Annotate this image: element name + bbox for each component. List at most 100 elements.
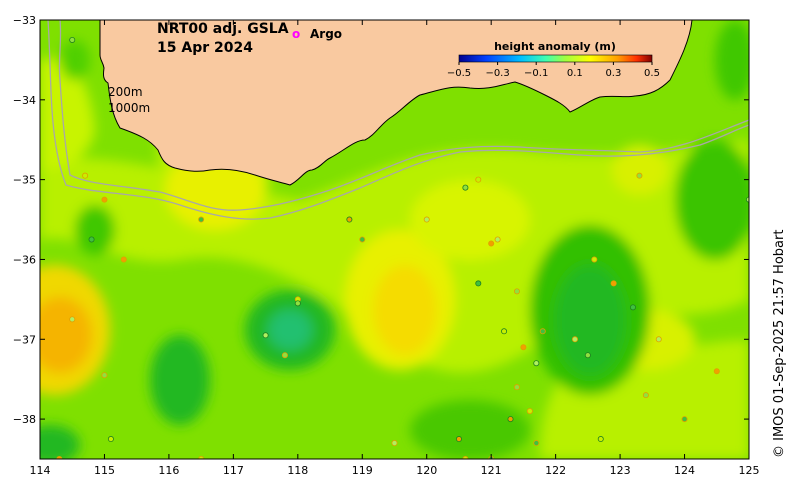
x-tick-label: 116 xyxy=(158,464,179,477)
colorbar-ticks: −0.5 −0.3 −0.1 0.1 0.3 0.5 xyxy=(447,62,660,79)
argo-float-marker xyxy=(642,392,649,399)
argo-float-marker xyxy=(636,172,643,179)
anomaly-field xyxy=(40,20,749,459)
argo-float-marker xyxy=(584,352,591,359)
colorbar-tick-label: 0.5 xyxy=(644,68,660,79)
y-tick-label: −33 xyxy=(13,14,36,27)
argo-float-marker xyxy=(101,372,108,379)
colorbar: height anomaly (m) −0.5 −0.3 −0.1 0.1 0.3 0.5 xyxy=(447,40,660,79)
x-tick-label: 124 xyxy=(674,464,695,477)
y-tick-label: −38 xyxy=(13,413,36,426)
anomaly-low-north-east xyxy=(715,20,749,100)
argo-float-marker xyxy=(681,416,688,423)
argo-float-marker xyxy=(88,236,95,243)
credit-text: © IMOS 01-Sep-2025 21:57 Hobart xyxy=(772,230,787,458)
argo-float-marker xyxy=(82,172,89,179)
colorbar-tick-label: −0.3 xyxy=(485,68,509,79)
argo-float-marker xyxy=(533,440,540,447)
argo-float-marker xyxy=(746,196,749,203)
y-axis: −33 −34 −35 −36 −37 −38 xyxy=(13,14,749,426)
anomaly-low-south-core xyxy=(268,310,312,350)
anomaly-low-west xyxy=(75,205,115,255)
argo-float-marker xyxy=(494,236,501,243)
x-tick-label: 117 xyxy=(223,464,244,477)
isobath-200m xyxy=(58,20,749,211)
anomaly-high-west-core xyxy=(40,297,92,373)
argo-float-marker xyxy=(262,332,269,339)
anomaly-band-light-3 xyxy=(540,340,749,459)
argo-float-marker xyxy=(526,408,533,415)
argo-float-marker xyxy=(462,184,469,191)
isobath-1000m xyxy=(47,20,749,220)
argo-float-marker xyxy=(475,176,482,183)
argo-float-marker xyxy=(455,436,462,443)
colorbar-tick-label: −0.1 xyxy=(524,68,548,79)
argo-float-marker xyxy=(571,336,578,343)
isobaths xyxy=(47,20,749,220)
y-tick-label: −36 xyxy=(13,253,36,266)
argo-float-marker xyxy=(281,352,288,359)
isobath-label-1000m: 1000m xyxy=(108,101,150,115)
map-title-line1: NRT00 adj. GSLA xyxy=(157,21,289,37)
plot-frame xyxy=(39,19,750,460)
argo-float-marker xyxy=(713,368,720,375)
x-tick-label: 118 xyxy=(287,464,308,477)
argo-floats xyxy=(56,36,749,459)
x-tick-label: 115 xyxy=(94,464,115,477)
argo-float-marker xyxy=(101,196,108,203)
isobath-label-200m: 200m xyxy=(108,85,143,99)
argo-float-marker xyxy=(120,256,127,263)
argo-float-marker xyxy=(629,304,636,311)
anomaly-band-light-2 xyxy=(40,58,95,170)
x-tick-label: 125 xyxy=(739,464,760,477)
anomaly-low-northwest xyxy=(60,40,90,80)
argo-float-marker xyxy=(513,384,520,391)
y-tick-label: −34 xyxy=(13,94,36,107)
anomaly-high-east xyxy=(612,145,668,195)
x-tick-label: 119 xyxy=(352,464,373,477)
argo-float-marker xyxy=(294,300,301,307)
argo-float-marker xyxy=(513,288,520,295)
anomaly-low-east xyxy=(675,140,749,260)
argo-float-marker xyxy=(539,328,546,335)
argo-float-marker xyxy=(475,280,482,287)
anomaly-high-center-core xyxy=(373,265,437,355)
argo-float-marker xyxy=(488,240,495,247)
argo-float-marker xyxy=(520,344,527,351)
y-tick-label: −37 xyxy=(13,333,36,346)
x-tick-label: 114 xyxy=(30,464,51,477)
x-tick-label: 122 xyxy=(545,464,566,477)
argo-float-marker xyxy=(69,316,76,323)
argo-float-marker xyxy=(597,436,604,443)
anomaly-low-south xyxy=(150,335,210,425)
y-tick-label: −35 xyxy=(13,174,36,187)
argo-float-marker xyxy=(198,216,205,223)
colorbar-gradient xyxy=(458,54,653,63)
argo-float-marker xyxy=(346,216,353,223)
colorbar-tick-label: −0.5 xyxy=(447,68,471,79)
argo-float-marker xyxy=(533,360,540,367)
argo-float-marker xyxy=(591,256,598,263)
colorbar-tick-label: 0.1 xyxy=(567,68,583,79)
anomaly-low-southeast-core xyxy=(555,265,625,375)
argo-float-marker xyxy=(359,236,366,243)
anomaly-low-southwest xyxy=(40,425,80,459)
argo-float-marker xyxy=(69,36,76,43)
colorbar-title: height anomaly (m) xyxy=(494,40,616,53)
argo-float-marker xyxy=(501,328,508,335)
colorbar-tick-label: 0.3 xyxy=(605,68,621,79)
map-title-line2: 15 Apr 2024 xyxy=(157,40,253,56)
argo-float-marker xyxy=(423,216,430,223)
argo-float-marker xyxy=(107,436,114,443)
argo-float-marker xyxy=(391,440,398,447)
argo-float-marker xyxy=(507,416,514,423)
x-tick-label: 120 xyxy=(416,464,437,477)
argo-legend-symbol: o xyxy=(292,27,300,41)
argo-legend-label: Argo xyxy=(310,27,342,41)
anomaly-low-south-mid xyxy=(410,400,530,459)
x-tick-label: 121 xyxy=(481,464,502,477)
x-tick-label: 123 xyxy=(610,464,631,477)
x-axis: 114 115 116 117 118 119 120 121 122 123 124 125 xyxy=(30,20,760,477)
argo-float-marker xyxy=(610,280,617,287)
argo-float-marker xyxy=(655,336,662,343)
